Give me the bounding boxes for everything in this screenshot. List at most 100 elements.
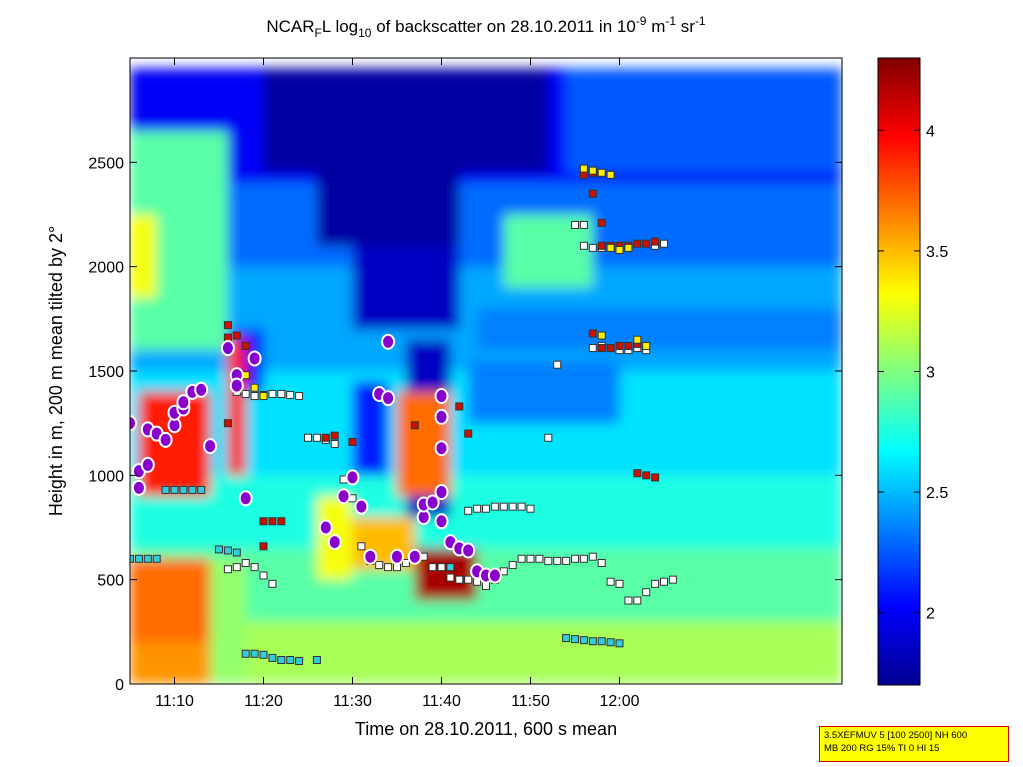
data-marker-square-white	[446, 573, 455, 582]
x-tick-label: 11:20	[244, 693, 283, 710]
data-marker-square-yellow	[624, 243, 633, 252]
data-marker-square-red	[410, 421, 419, 430]
data-marker-square-red	[651, 237, 660, 246]
data-marker-square-white	[571, 554, 579, 563]
heatmap-region	[130, 558, 211, 643]
data-marker-square-white	[553, 556, 562, 565]
data-marker-square-white	[571, 220, 579, 229]
data-marker-square-cyan	[188, 485, 197, 494]
data-marker-square-white	[642, 588, 651, 597]
data-marker-square-cyan	[223, 546, 232, 555]
data-marker-square-cyan	[446, 563, 455, 572]
data-marker-square-white	[250, 563, 259, 572]
data-marker-square-white	[241, 558, 250, 567]
data-marker-circle-purple	[336, 488, 351, 505]
data-marker-square-yellow	[597, 331, 606, 340]
data-marker-circle-purple	[434, 408, 449, 425]
data-marker-square-red	[348, 437, 357, 446]
y-tick-label: 2000	[88, 260, 124, 277]
data-marker-square-red	[597, 241, 606, 250]
data-marker-square-white	[455, 575, 464, 584]
data-marker-square-white	[535, 554, 544, 563]
data-marker-square-yellow	[250, 383, 259, 392]
data-marker-square-yellow	[633, 335, 642, 344]
data-marker-square-cyan	[250, 649, 259, 658]
x-tick-label: 12:00	[599, 693, 639, 710]
data-marker-square-cyan	[277, 656, 286, 665]
data-marker-square-cyan	[197, 485, 206, 494]
data-marker-square-white	[241, 389, 250, 398]
data-marker-square-white	[384, 563, 393, 572]
data-marker-square-white	[232, 563, 241, 572]
data-marker-square-white	[579, 554, 588, 563]
data-marker-circle-purple	[381, 390, 396, 407]
x-tick-label: 11:10	[155, 693, 194, 710]
data-marker-circle-purple	[220, 340, 235, 357]
data-marker-circle-purple	[345, 469, 360, 486]
data-marker-square-white	[482, 504, 490, 513]
data-marker-square-cyan	[571, 635, 579, 644]
data-marker-square-red	[624, 341, 633, 350]
colorbar-tick-label: 2	[926, 606, 935, 623]
data-marker-square-white	[553, 360, 562, 369]
x-axis: 11:10 11:20 11:30 11:40 11:50 12:00	[155, 58, 640, 710]
data-marker-square-white	[668, 575, 677, 584]
data-marker-square-white	[615, 579, 624, 588]
data-marker-square-cyan	[259, 650, 268, 659]
data-marker-square-cyan	[134, 554, 143, 563]
title-sup1: -9	[636, 14, 647, 28]
colorbar-tick-label: 4	[926, 123, 935, 140]
data-marker-square-white	[428, 563, 437, 572]
data-marker-circle-purple	[158, 431, 173, 448]
data-marker-square-white	[295, 392, 304, 401]
data-marker-circle-purple	[194, 381, 209, 398]
data-marker-circle-purple	[363, 548, 378, 565]
data-marker-square-white	[579, 241, 588, 250]
data-marker-square-white	[268, 389, 277, 398]
data-marker-square-cyan	[295, 657, 304, 666]
data-marker-square-red	[633, 239, 642, 248]
heatmap-region	[263, 68, 549, 173]
data-marker-square-white	[624, 596, 633, 605]
data-marker-square-red	[615, 341, 624, 350]
data-marker-square-white	[473, 504, 482, 513]
data-marker-square-yellow	[259, 392, 268, 401]
data-marker-square-cyan	[232, 548, 241, 557]
data-marker-square-white	[544, 433, 553, 442]
data-marker-square-white	[357, 542, 366, 551]
title-prefix: NCAR	[266, 17, 314, 36]
data-marker-square-white	[517, 502, 526, 511]
data-marker-square-white	[660, 239, 668, 248]
data-marker-square-cyan	[588, 637, 597, 646]
data-marker-square-white	[223, 565, 232, 574]
data-marker-square-red	[642, 471, 651, 480]
data-marker-square-white	[259, 571, 268, 580]
data-marker-square-red	[223, 419, 232, 428]
title-sup2: -1	[665, 14, 676, 28]
data-marker-square-red	[277, 517, 286, 526]
data-marker-square-cyan	[179, 485, 188, 494]
data-marker-square-white	[304, 433, 312, 442]
data-marker-circle-purple	[318, 519, 333, 536]
colorbar-tick-label: 3	[926, 365, 935, 382]
data-marker-circle-purple	[461, 542, 476, 559]
title-sup3: -1	[695, 14, 706, 28]
data-marker-square-white	[517, 554, 526, 563]
x-axis-label: Time on 28.10.2011, 600 s mean	[355, 719, 617, 739]
x-tick-label: 11:30	[333, 693, 372, 710]
info-line-1: 3.5XEFMUV 5 [100 2500] NH 600	[824, 730, 968, 741]
marker-layer	[130, 164, 677, 666]
data-marker-square-red	[232, 331, 241, 340]
data-marker-square-cyan	[268, 653, 277, 662]
data-marker-circle-purple	[130, 415, 137, 432]
data-marker-square-cyan	[562, 634, 571, 643]
data-marker-square-white	[526, 504, 535, 513]
data-marker-square-white	[490, 502, 499, 511]
heatmap-region	[316, 172, 460, 246]
data-marker-circle-purple	[434, 513, 449, 530]
data-marker-circle-purple	[434, 440, 449, 457]
heatmap-region	[210, 558, 246, 684]
title-unit2: sr	[676, 17, 695, 36]
data-marker-square-cyan	[130, 554, 134, 563]
x-tick-label: 11:50	[511, 693, 550, 710]
